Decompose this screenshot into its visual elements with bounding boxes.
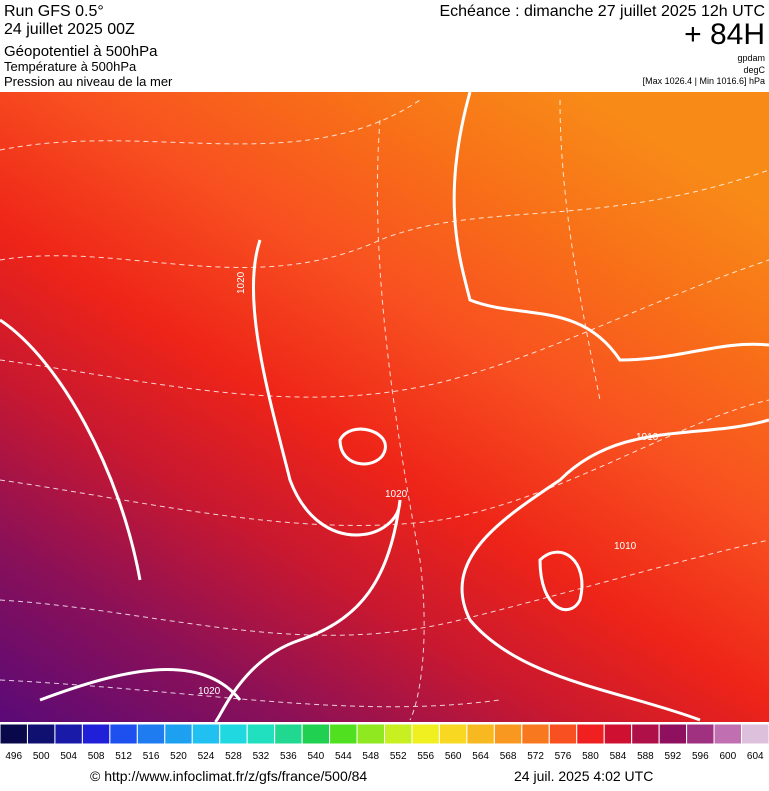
scale-label: 540 [307, 751, 324, 762]
color-swatch [164, 723, 193, 745]
lead-time: + 84H [684, 18, 765, 51]
color-swatch [686, 723, 715, 745]
scale-label: 552 [390, 751, 407, 762]
scale-label: 560 [445, 751, 462, 762]
color-swatch [384, 723, 413, 745]
color-swatch [493, 723, 523, 745]
scale-label: 564 [472, 751, 489, 762]
color-swatch [26, 723, 56, 745]
scale-label: 536 [280, 751, 297, 762]
contour-label: 1020 [385, 489, 408, 500]
scale-label: 516 [143, 751, 160, 762]
map-field [0, 92, 769, 722]
contour-labels: 1020 1020 1010 1010 1020 [198, 271, 659, 697]
color-swatch [603, 723, 633, 745]
scale-label: 588 [637, 751, 654, 762]
scale-label: 604 [747, 751, 764, 762]
scale-label: 576 [555, 751, 572, 762]
color-swatch [136, 723, 166, 745]
scale-label: 572 [527, 751, 544, 762]
scale-label: 520 [170, 751, 187, 762]
generated: 24 juil. 2025 4:02 UTC [514, 768, 653, 784]
contour-label: 1020 [236, 271, 247, 294]
contour-label: 1020 [198, 686, 221, 697]
color-scale: 496 500 504 508 512 516 520 524 528 532 536 540 544 5… [0, 723, 769, 762]
color-swatch [109, 723, 138, 745]
field-3: Pression au niveau de la mer [4, 74, 173, 89]
scale-label: 568 [500, 751, 517, 762]
scale-label: 580 [582, 751, 599, 762]
valid-time: Echéance : dimanche 27 juillet 2025 12h … [439, 3, 765, 20]
scale-label: 504 [60, 751, 77, 762]
scale-label: 596 [692, 751, 709, 762]
color-swatch [191, 723, 221, 745]
color-swatch [438, 723, 468, 745]
scale-label: 584 [610, 751, 627, 762]
color-swatch [246, 723, 276, 745]
color-swatch [356, 723, 385, 745]
color-swatch [576, 723, 605, 745]
color-swatch [741, 723, 769, 745]
color-swatch [548, 723, 578, 745]
temperature-contours [0, 99, 769, 721]
scale-label: 556 [417, 751, 434, 762]
color-swatch [713, 723, 743, 745]
field-main: Géopotentiel à 500hPa [4, 43, 158, 60]
color-swatch [411, 723, 440, 745]
scale-label: 592 [665, 751, 682, 762]
scale-label: 548 [362, 751, 379, 762]
field-2: Température à 500hPa [4, 59, 137, 74]
color-swatch [521, 723, 550, 745]
scale-label: 528 [225, 751, 242, 762]
scale-label: 524 [198, 751, 215, 762]
contour-label: 1010 [636, 432, 659, 443]
scale-label: 496 [5, 751, 22, 762]
contour-label: 1010 [614, 541, 637, 552]
scale-label: 532 [253, 751, 270, 762]
source: © http://www.infoclimat.fr/z/gfs/france/… [90, 768, 367, 784]
scale-label: 600 [719, 751, 736, 762]
scale-label: 544 [335, 751, 352, 762]
run-title: Run GFS 0.5° [4, 3, 104, 20]
unit-2: degC [743, 65, 765, 75]
color-swatch [329, 723, 358, 745]
color-swatch [631, 723, 660, 745]
color-swatch [466, 723, 495, 745]
color-swatch [0, 723, 28, 745]
pressure-range: [Max 1026.4 | Min 1016.6] hPa [643, 76, 765, 86]
color-swatch [81, 723, 111, 745]
scale-label: 512 [115, 751, 132, 762]
pressure-contours [0, 91, 769, 724]
unit-1: gpdam [737, 53, 765, 63]
color-swatch [274, 723, 303, 745]
color-swatch [301, 723, 331, 745]
color-swatch [219, 723, 248, 745]
scale-label: 500 [33, 751, 50, 762]
color-swatch [658, 723, 688, 745]
scale-label: 508 [88, 751, 105, 762]
color-swatch [54, 723, 83, 745]
run-date: 24 juillet 2025 00Z [4, 21, 135, 38]
